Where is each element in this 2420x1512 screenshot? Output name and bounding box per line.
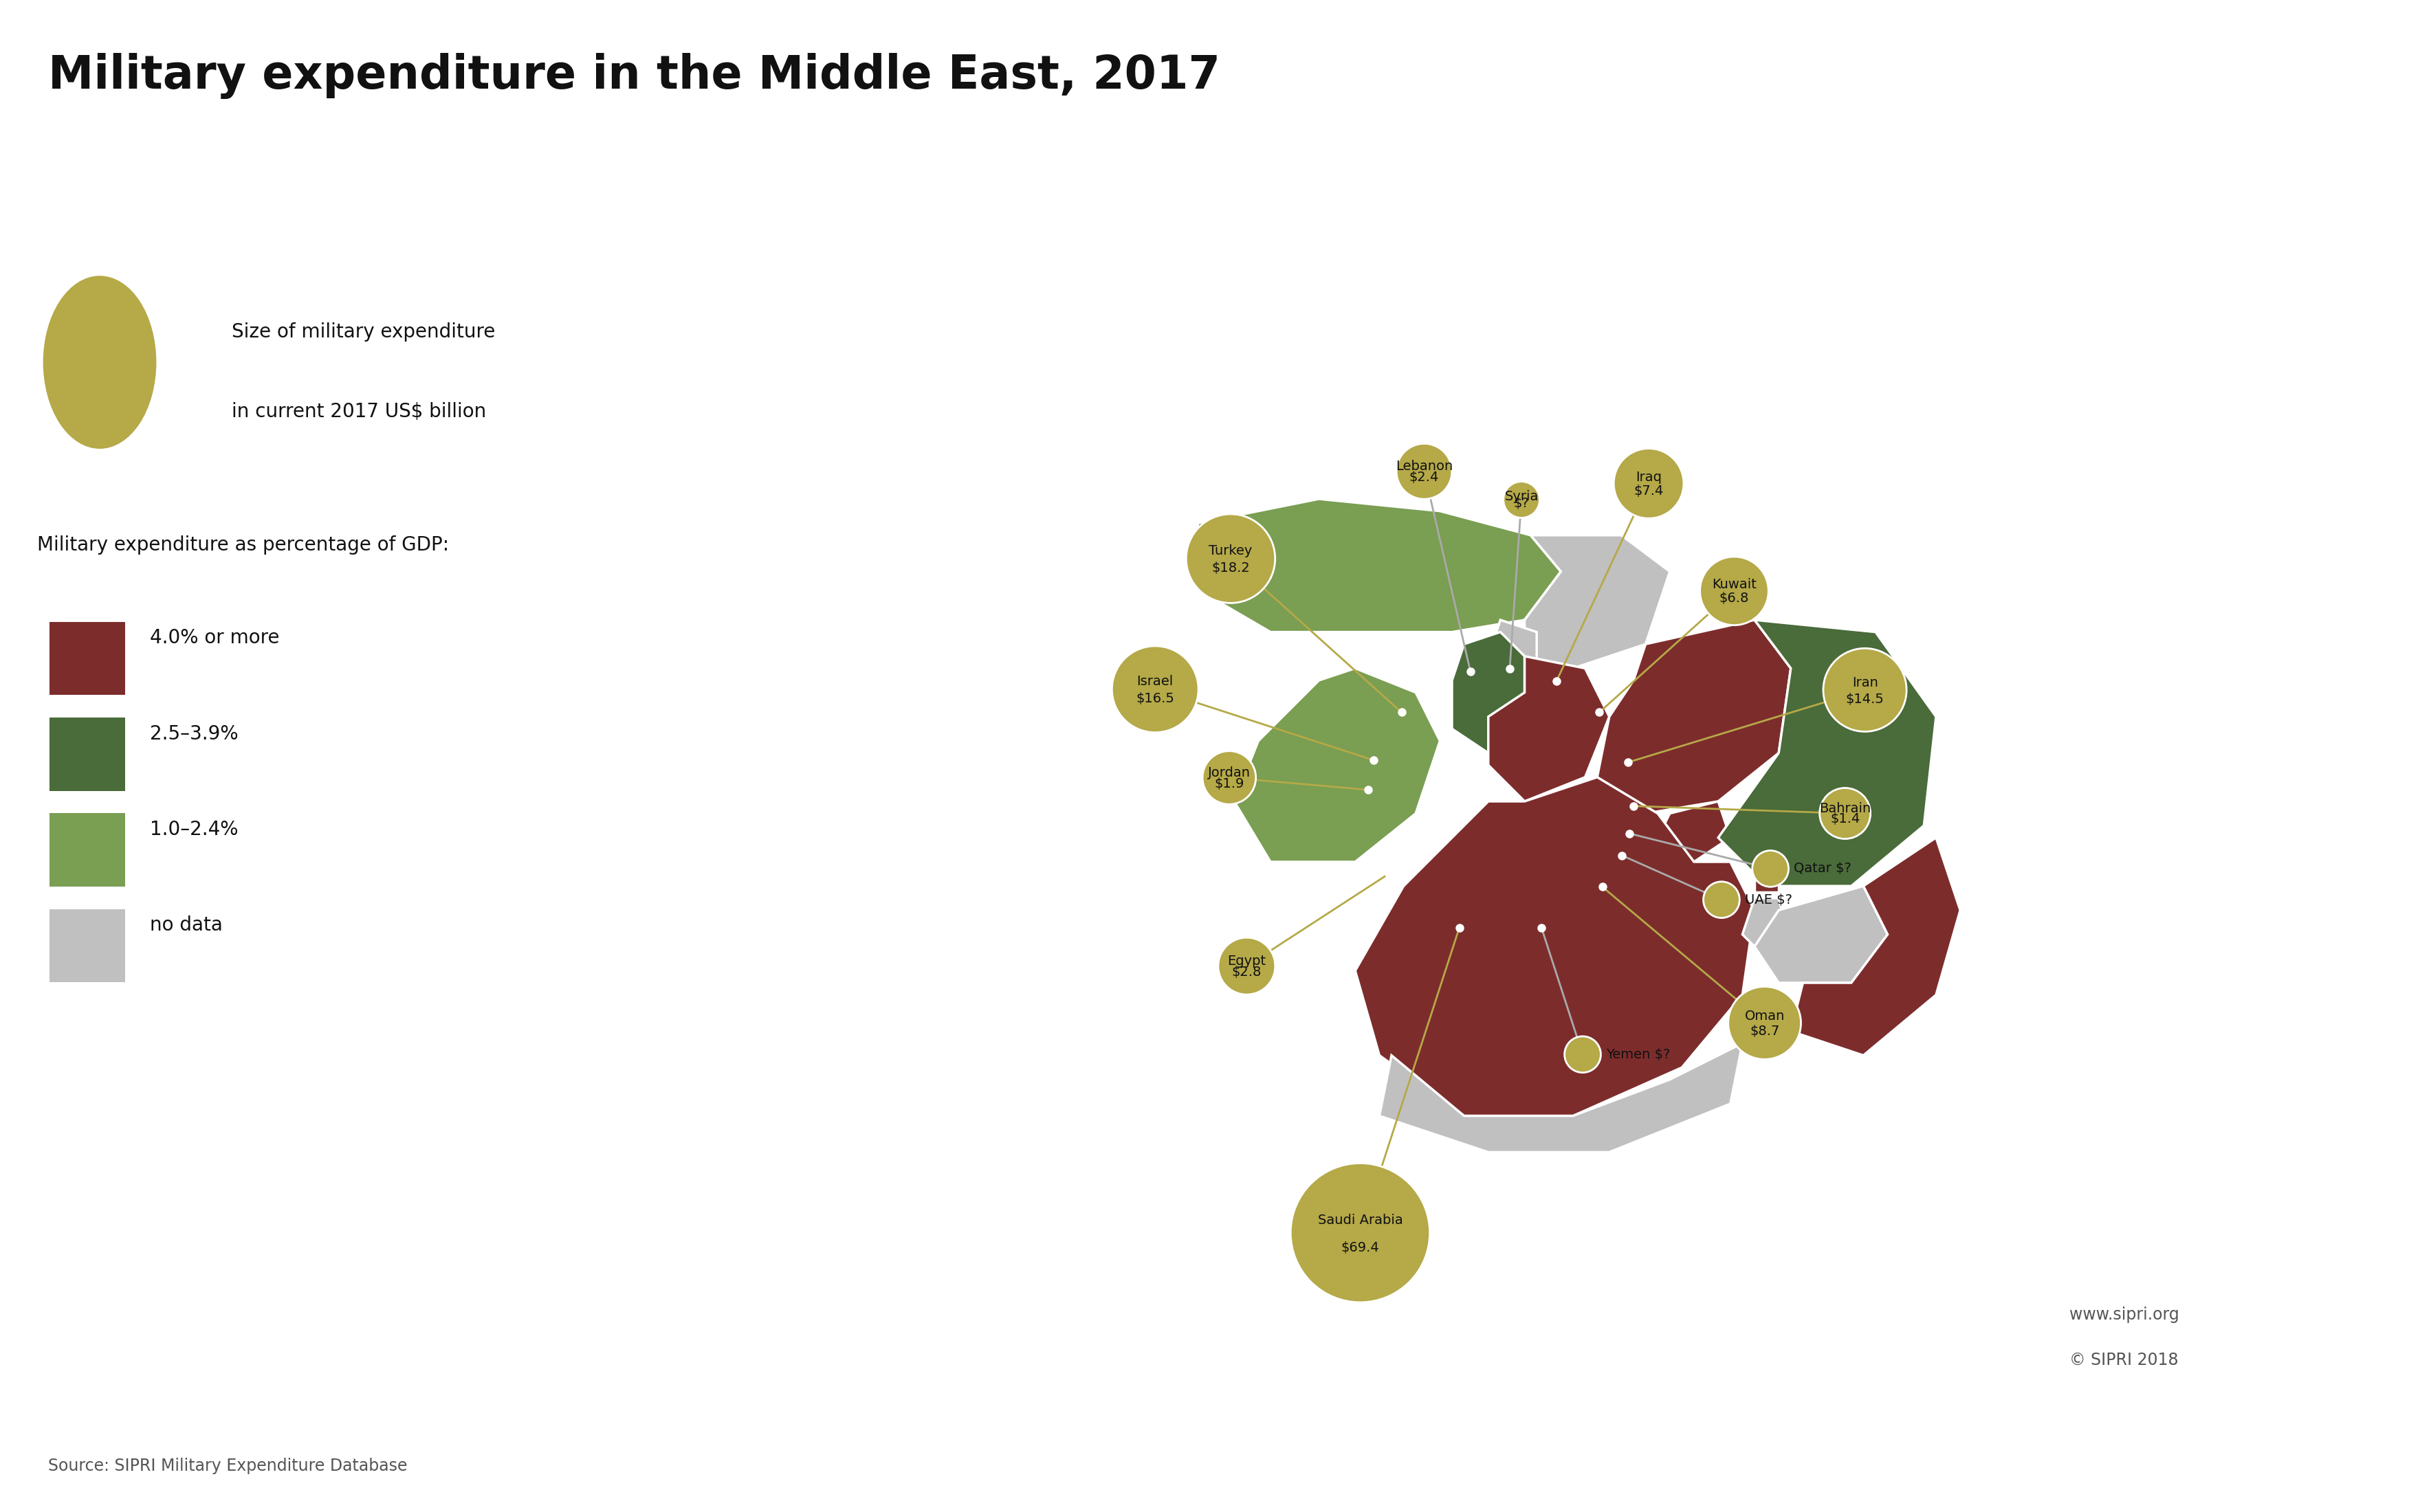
Text: Iraq: Iraq [1636, 470, 1663, 484]
Text: $7.4: $7.4 [1634, 485, 1663, 497]
Text: $?: $? [1512, 497, 1529, 510]
Text: $69.4: $69.4 [1341, 1241, 1379, 1255]
Polygon shape [1754, 862, 1779, 892]
Text: Military expenditure in the Middle East, 2017: Military expenditure in the Middle East,… [48, 53, 1220, 98]
Polygon shape [1452, 632, 1525, 753]
Text: $2.8: $2.8 [1232, 966, 1261, 978]
Text: Jordan: Jordan [1208, 767, 1251, 779]
Circle shape [1614, 449, 1684, 519]
Text: Bahrain: Bahrain [1820, 803, 1871, 815]
FancyBboxPatch shape [48, 909, 126, 983]
Circle shape [1704, 881, 1740, 918]
Polygon shape [1597, 620, 1791, 813]
Circle shape [1186, 514, 1275, 603]
Polygon shape [1658, 801, 1730, 862]
Circle shape [1290, 1163, 1430, 1302]
Polygon shape [1234, 668, 1440, 862]
Text: Qatar $?: Qatar $? [1793, 862, 1851, 875]
Text: Syria: Syria [1505, 490, 1539, 503]
Text: $6.8: $6.8 [1718, 591, 1750, 605]
Text: Kuwait: Kuwait [1711, 578, 1757, 591]
Text: © SIPRI 2018: © SIPRI 2018 [2069, 1352, 2178, 1368]
Polygon shape [1198, 499, 1561, 632]
Text: Israel: Israel [1137, 674, 1174, 688]
Circle shape [1203, 751, 1256, 804]
Polygon shape [1488, 620, 1537, 680]
Text: $1.4: $1.4 [1830, 812, 1861, 826]
Text: Oman: Oman [1745, 1010, 1784, 1024]
Text: Egypt: Egypt [1227, 954, 1266, 968]
Text: www.sipri.org: www.sipri.org [2069, 1306, 2178, 1323]
FancyBboxPatch shape [48, 621, 126, 696]
Text: $18.2: $18.2 [1212, 562, 1249, 575]
Polygon shape [1742, 898, 1791, 959]
Text: Size of military expenditure: Size of military expenditure [232, 322, 496, 342]
Polygon shape [1525, 535, 1670, 668]
Text: 1.0–2.4%: 1.0–2.4% [150, 820, 240, 839]
Text: $8.7: $8.7 [1750, 1025, 1779, 1037]
Text: $1.9: $1.9 [1215, 777, 1244, 791]
Text: $14.5: $14.5 [1846, 692, 1885, 706]
Text: Yemen $?: Yemen $? [1607, 1048, 1670, 1061]
Circle shape [1820, 788, 1871, 839]
Polygon shape [1488, 656, 1609, 801]
Circle shape [1728, 987, 1800, 1060]
Text: Iran: Iran [1851, 676, 1878, 689]
Text: Turkey: Turkey [1210, 544, 1254, 556]
Text: $16.5: $16.5 [1135, 692, 1174, 705]
Polygon shape [1379, 1043, 1742, 1152]
Text: sipri: sipri [2260, 1393, 2347, 1426]
Circle shape [1217, 937, 1275, 995]
Text: Lebanon: Lebanon [1396, 460, 1452, 473]
Text: UAE $?: UAE $? [1745, 894, 1793, 906]
Polygon shape [1355, 777, 1754, 1116]
FancyBboxPatch shape [48, 718, 126, 791]
Text: 4.0% or more: 4.0% or more [150, 629, 281, 647]
Text: Saudi Arabia: Saudi Arabia [1316, 1214, 1404, 1226]
Circle shape [1752, 851, 1788, 888]
Text: $2.4: $2.4 [1408, 470, 1440, 484]
Circle shape [1111, 646, 1198, 732]
Circle shape [1822, 649, 1907, 732]
FancyBboxPatch shape [48, 813, 126, 886]
Circle shape [1396, 443, 1452, 499]
Polygon shape [1718, 620, 1936, 886]
Circle shape [1563, 1036, 1600, 1072]
Ellipse shape [44, 275, 157, 449]
Polygon shape [1754, 886, 1888, 983]
Polygon shape [1791, 838, 1960, 1055]
Text: 2.5–3.9%: 2.5–3.9% [150, 724, 240, 744]
Text: in current 2017 US$ billion: in current 2017 US$ billion [232, 402, 486, 422]
Circle shape [1699, 556, 1769, 624]
Circle shape [1503, 481, 1539, 517]
Text: no data: no data [150, 916, 223, 934]
Text: Source: SIPRI Military Expenditure Database: Source: SIPRI Military Expenditure Datab… [48, 1458, 407, 1474]
Text: Military expenditure as percentage of GDP:: Military expenditure as percentage of GD… [36, 535, 448, 555]
